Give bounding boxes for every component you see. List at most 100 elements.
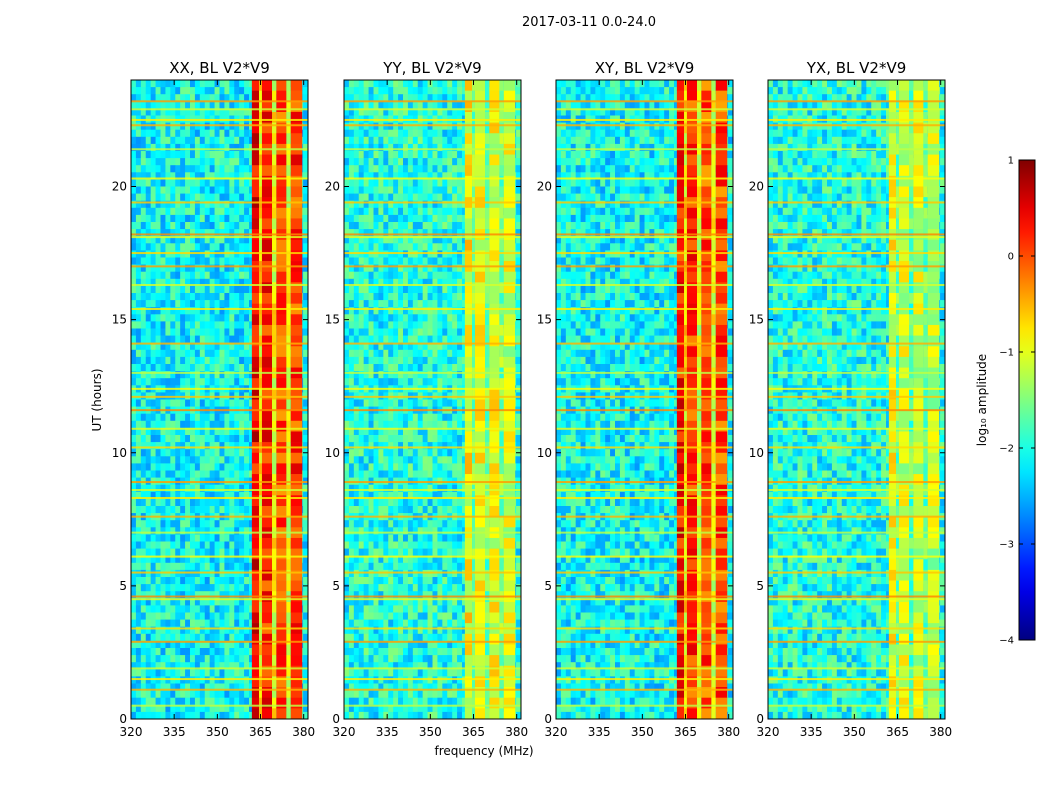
heatmap-cell (447, 179, 453, 187)
heatmap-cell (214, 669, 220, 677)
heatmap-cell (190, 470, 196, 478)
heatmap-cell (160, 591, 166, 599)
heatmap-cell (383, 257, 389, 265)
heatmap-cell (249, 207, 255, 216)
heatmap-cell (180, 87, 186, 95)
heatmap-cell (219, 278, 225, 287)
heatmap-cell (219, 349, 225, 358)
heatmap-cell (378, 243, 384, 251)
heatmap-cell (204, 640, 210, 649)
heatmap-cell (185, 463, 191, 471)
heatmap-cell (348, 214, 355, 223)
heatmap-cell (199, 371, 206, 379)
heatmap-cell (303, 683, 309, 691)
heatmap-cell (452, 200, 458, 209)
heatmap-cell (185, 250, 191, 258)
heatmap-cell (185, 200, 191, 209)
heatmap-cell (131, 484, 137, 493)
rfi-line (131, 481, 308, 484)
heatmap-cell (160, 293, 166, 301)
heatmap-cell (407, 193, 414, 201)
heatmap-cell (244, 491, 250, 500)
band-segment (286, 474, 291, 485)
heatmap-cell (140, 222, 147, 230)
band-segment (290, 506, 303, 517)
heatmap-cell (194, 612, 201, 620)
heatmap-cell (442, 314, 448, 322)
heatmap-cell (155, 463, 161, 471)
band-segment (276, 410, 287, 422)
heatmap-cell (170, 584, 176, 592)
heatmap-cell (199, 108, 206, 116)
heatmap-cell (303, 420, 309, 429)
heatmap-cell (131, 456, 137, 464)
heatmap-cell (140, 378, 147, 386)
heatmap-cell (140, 250, 147, 258)
heatmap-cell (224, 676, 230, 684)
heatmap-cell (303, 186, 309, 194)
heatmap-cell (194, 271, 201, 280)
band-segment (290, 474, 303, 485)
heatmap-cell (432, 108, 438, 116)
heatmap-cell (442, 250, 448, 258)
band-segment (272, 218, 277, 230)
band-segment (272, 474, 277, 485)
band-segment (251, 346, 260, 358)
heatmap-cell (160, 349, 166, 358)
heatmap-cell (131, 136, 137, 145)
heatmap-cell (229, 271, 235, 280)
heatmap-cell (194, 534, 201, 542)
heatmap-cell (368, 151, 374, 159)
heatmap-cell (244, 506, 250, 514)
heatmap-cell (378, 108, 384, 116)
heatmap-cell (131, 697, 137, 706)
heatmap-cell (219, 498, 225, 507)
heatmap-cell (219, 378, 225, 386)
heatmap-cell (160, 151, 166, 159)
heatmap-cell (348, 193, 355, 201)
heatmap-cell (303, 711, 309, 720)
band-segment (286, 154, 291, 166)
heatmap-cell (219, 151, 225, 159)
heatmap-cell (398, 207, 404, 216)
heatmap-cell (145, 307, 151, 315)
heatmap-cell (303, 293, 309, 301)
heatmap-cell (145, 257, 151, 265)
heatmap-cell (244, 598, 250, 606)
heatmap-cell (194, 683, 201, 691)
heatmap-cell (180, 569, 186, 578)
heatmap-cell (194, 640, 201, 649)
heatmap-cell (175, 569, 181, 578)
heatmap-cell (244, 520, 250, 528)
band-segment (261, 644, 273, 656)
heatmap-cell (244, 562, 250, 571)
band-segment (259, 133, 262, 145)
heatmap-cell (145, 136, 151, 145)
heatmap-cell (432, 143, 438, 152)
heatmap-cell (160, 690, 166, 698)
heatmap-cell (244, 136, 250, 145)
heatmap-cell (165, 94, 171, 102)
heatmap-cell (180, 222, 186, 230)
heatmap-cell (442, 236, 448, 244)
heatmap-cell (447, 293, 453, 301)
heatmap-cell (185, 293, 191, 301)
heatmap-cell (447, 257, 453, 265)
heatmap-cell (249, 470, 255, 478)
heatmap-cell (344, 122, 350, 130)
heatmap-cell (185, 108, 191, 116)
heatmap-cell (407, 236, 414, 244)
heatmap-cell (234, 640, 240, 649)
heatmap-cell (403, 214, 409, 223)
heatmap-cell (204, 498, 210, 507)
heatmap-cell (353, 136, 360, 145)
heatmap-cell (135, 534, 142, 542)
heatmap-cell (239, 158, 245, 166)
heatmap-cell (214, 335, 220, 343)
heatmap-cell (175, 87, 181, 95)
band-segment (259, 506, 262, 517)
heatmap-cell (131, 413, 137, 422)
heatmap-cell (407, 285, 414, 294)
heatmap-cell (214, 236, 220, 244)
heatmap-cell (170, 293, 176, 301)
